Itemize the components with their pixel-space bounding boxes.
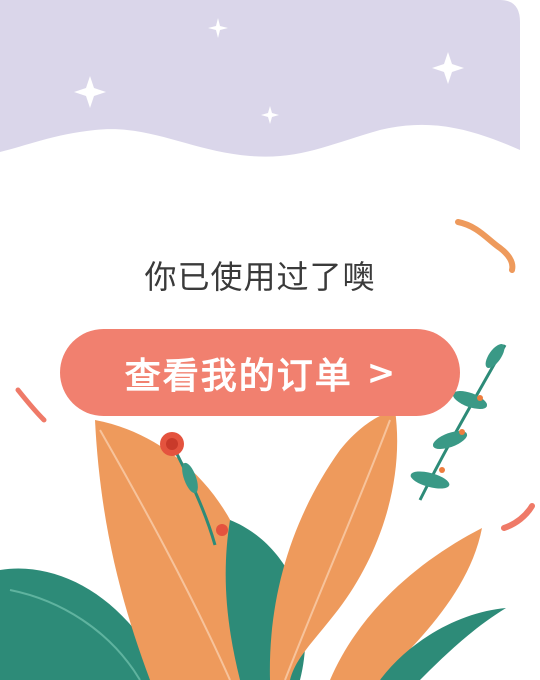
sparkle-icon [432,52,464,84]
sky-band [0,0,520,157]
leaf-green-right [380,608,506,680]
chevron-right-icon: > [366,352,396,393]
leaf-orange-left [95,420,258,680]
sky-decoration [0,0,520,157]
view-my-orders-button[interactable]: 查看我的订单 > [60,329,460,416]
sparkle-icon [208,18,228,38]
sparkle-icon [261,106,279,124]
view-my-orders-label: 查看我的订单 [124,355,353,397]
leaf-orange-right [330,528,482,680]
leaf-green-left [0,568,165,680]
leaf-orange-center [269,410,398,680]
sparkle-icon [74,76,106,108]
empty-state-message: 你已使用过了噢 [144,258,376,296]
confetti-ribbon [501,503,535,531]
confetti-ribbon [15,387,47,423]
confetti-ribbon [455,219,516,273]
stem-left [173,449,217,546]
